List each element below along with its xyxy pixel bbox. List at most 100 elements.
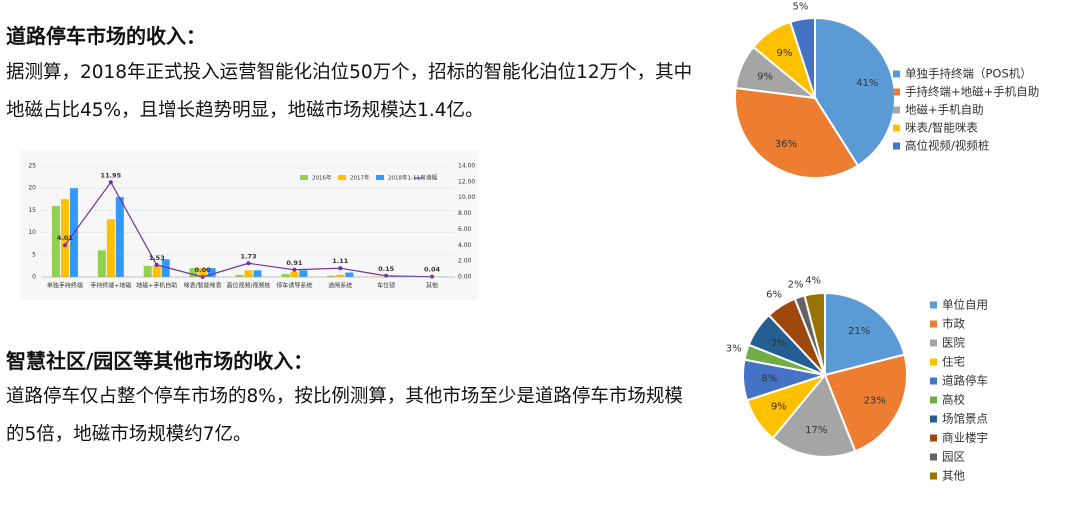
legend-swatch bbox=[930, 301, 937, 309]
legend-label: 高校 bbox=[942, 393, 965, 407]
legend-swatch bbox=[930, 377, 937, 385]
x-tick-label: 咪表/智能咪表 bbox=[184, 282, 222, 290]
x-tick-label: 手持终端+地磁 bbox=[90, 282, 131, 290]
bar bbox=[51, 205, 60, 277]
pie-slice bbox=[734, 86, 860, 179]
legend-label: 商业楼宇 bbox=[942, 431, 988, 445]
legend-label: 2017年 bbox=[350, 174, 370, 182]
data-label: 3% bbox=[726, 343, 742, 354]
legend-swatch bbox=[930, 396, 937, 404]
bar bbox=[152, 265, 161, 277]
data-label: 11.95 bbox=[101, 171, 122, 179]
data-label: 0.04 bbox=[424, 266, 441, 274]
bar bbox=[60, 199, 69, 277]
y-tick-label: 10 bbox=[28, 229, 36, 236]
legend-swatch bbox=[930, 358, 937, 366]
y2-tick-label: 2.00 bbox=[458, 258, 472, 265]
y2-tick-label: 6.00 bbox=[458, 226, 472, 233]
line-marker bbox=[338, 266, 343, 271]
data-label: 9% bbox=[776, 48, 792, 59]
y2-tick-label: 14.00 bbox=[458, 163, 475, 170]
data-label: 2% bbox=[788, 280, 804, 291]
x-tick-label: 地磁+手机自助 bbox=[136, 282, 177, 290]
x-tick-label: 停车诱导系统 bbox=[276, 282, 312, 290]
legend-swatch bbox=[338, 175, 346, 180]
legend-label: 场馆景点 bbox=[942, 412, 988, 426]
bar bbox=[281, 273, 290, 277]
data-label: 9% bbox=[771, 401, 787, 412]
legend-swatch bbox=[930, 339, 937, 347]
y-tick-label: 15 bbox=[28, 207, 36, 214]
legend-swatch bbox=[930, 415, 937, 423]
legend-label: 咪表/智能咪表 bbox=[905, 121, 978, 135]
bar bbox=[198, 268, 207, 277]
data-label: 36% bbox=[775, 139, 797, 150]
data-label: 1.53 bbox=[149, 254, 165, 262]
bar bbox=[106, 219, 115, 277]
line-marker bbox=[292, 267, 297, 272]
line-marker bbox=[246, 261, 251, 266]
y2-tick-label: 8.00 bbox=[458, 210, 472, 217]
x-tick-label: 其他 bbox=[426, 282, 438, 290]
data-label: 1.11 bbox=[332, 257, 349, 265]
bar bbox=[161, 259, 170, 277]
bar bbox=[299, 270, 308, 277]
section-title: 智慧社区/园区等其他市场的收入： bbox=[6, 349, 314, 373]
data-label: 23% bbox=[864, 395, 886, 406]
legend-swatch bbox=[893, 124, 900, 132]
pie-slice bbox=[789, 16, 816, 99]
bar bbox=[327, 275, 336, 277]
bar bbox=[253, 270, 262, 277]
pie-slice bbox=[823, 353, 908, 453]
line-marker bbox=[108, 180, 113, 185]
pie-slice bbox=[771, 373, 857, 458]
y2-tick-label: 0.00 bbox=[458, 274, 472, 281]
data-label: 21% bbox=[848, 326, 870, 337]
legend-label: 地磁+手机自助 bbox=[905, 103, 984, 117]
bar bbox=[97, 250, 106, 277]
y-tick-label: 0 bbox=[32, 274, 36, 281]
bar bbox=[336, 274, 345, 277]
legend-label: 其他 bbox=[942, 469, 965, 483]
bar bbox=[143, 265, 152, 277]
bar bbox=[115, 197, 124, 277]
paragraph: 道路停车仅占整个停车市场的8%，按比例测算，其他市场至少是道路停车市场规模的5倍… bbox=[6, 386, 683, 445]
data-label: 8% bbox=[761, 374, 777, 385]
line-marker bbox=[430, 274, 435, 279]
chart-background bbox=[20, 150, 478, 300]
data-label: 0.00 bbox=[195, 266, 212, 274]
legend-swatch bbox=[376, 175, 384, 180]
bar bbox=[207, 268, 216, 277]
y2-tick-label: 10.00 bbox=[458, 194, 475, 201]
data-label: 17% bbox=[805, 425, 827, 436]
legend-swatch bbox=[930, 320, 937, 328]
y-tick-label: 20 bbox=[28, 185, 36, 192]
legend-label: 道路停车 bbox=[942, 374, 988, 388]
data-label: 9% bbox=[757, 71, 773, 82]
bar bbox=[189, 268, 198, 277]
y2-tick-label: 12.00 bbox=[458, 178, 475, 185]
data-label: 0.91 bbox=[286, 259, 303, 267]
legend-label: 单位自用 bbox=[942, 298, 988, 312]
data-label: 4% bbox=[805, 276, 821, 287]
legend-label: 住宅 bbox=[942, 355, 965, 369]
x-tick-label: 道闸系统 bbox=[328, 282, 352, 290]
data-label: 5% bbox=[793, 1, 809, 12]
data-label: 7% bbox=[771, 339, 787, 350]
legend-label: 高位视频/视频桩 bbox=[905, 139, 989, 153]
legend-label: 园区 bbox=[942, 450, 965, 464]
data-label: 4.01 bbox=[57, 234, 74, 242]
legend-label: 市政 bbox=[942, 317, 965, 331]
x-tick-label: 高位视频/视频桩 bbox=[226, 282, 270, 290]
legend-swatch bbox=[893, 106, 900, 114]
legend-swatch bbox=[300, 175, 308, 180]
y-tick-label: 25 bbox=[28, 163, 36, 170]
legend-label: 单独手持终端（POS机） bbox=[905, 67, 1032, 81]
bar bbox=[290, 271, 299, 277]
data-label: 6% bbox=[766, 290, 782, 301]
legend-swatch bbox=[893, 142, 900, 150]
pie-slice bbox=[824, 291, 906, 377]
x-tick-label: 车位锁 bbox=[377, 282, 395, 290]
legend-swatch bbox=[893, 70, 900, 78]
